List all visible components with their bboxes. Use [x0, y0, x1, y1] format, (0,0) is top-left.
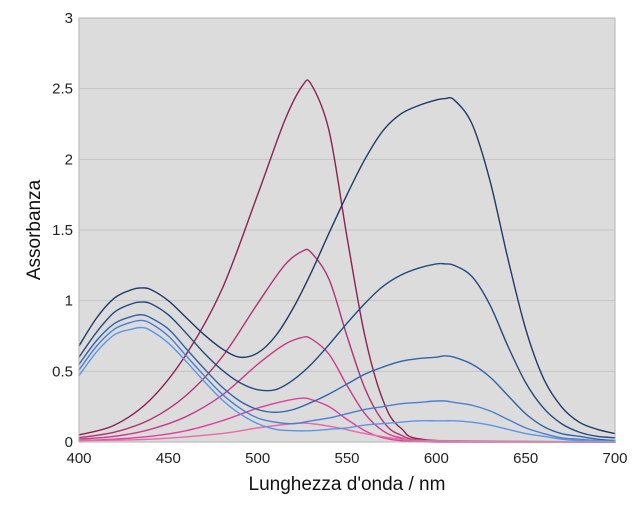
y-tick-label: 2: [65, 151, 73, 168]
series-line-1: [78, 79, 616, 443]
y-axis-title: Assorbanza: [24, 179, 45, 280]
y-tick-label: 1: [65, 293, 73, 310]
series-line-2: [78, 248, 616, 443]
series-line-8: [78, 314, 616, 442]
x-tick-label: 500: [245, 450, 270, 467]
y-tick-label: 2.5: [52, 81, 73, 98]
data-series: [78, 79, 616, 443]
x-tick-labels: 400 450 500 550 600 650 700: [66, 450, 627, 467]
plot-frame: [78, 17, 616, 443]
series-line-6: [78, 96, 616, 435]
x-tick-label: 650: [513, 450, 538, 467]
x-tick-label: 550: [334, 450, 359, 467]
series-line-9: [78, 319, 616, 442]
y-tick-label: 1.5: [52, 222, 73, 239]
series-line-3: [78, 336, 616, 443]
y-tick-label: 0.5: [52, 363, 73, 380]
x-axis-title: Lunghezza d'onda / nm: [249, 474, 446, 495]
x-tick-label: 600: [424, 450, 449, 467]
series-line-10: [78, 326, 616, 443]
x-tick-label: 450: [156, 450, 181, 467]
x-tick-label: 700: [602, 450, 627, 467]
x-tick-label: 400: [66, 450, 91, 467]
y-tick-labels: 0 0.5 1 1.5 2 2.5 3: [52, 10, 73, 451]
y-tick-label: 0: [65, 434, 73, 451]
series-line-5: [78, 422, 616, 443]
series-line-7: [78, 262, 616, 439]
y-tick-label: 3: [65, 10, 73, 27]
series-line-4: [78, 397, 616, 443]
